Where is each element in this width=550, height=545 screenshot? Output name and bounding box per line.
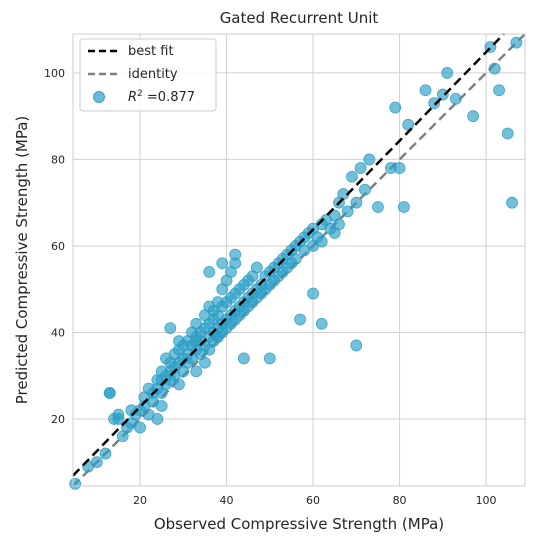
data-point [250,261,263,274]
data-point [69,477,82,490]
y-tick-label: 80 [51,153,65,166]
data-point [333,218,345,231]
data-point [393,162,406,174]
legend-identity-label: identity [128,67,178,82]
x-tick-label: 40 [220,494,234,507]
legend-points-marker [93,91,105,103]
data-point [501,127,514,140]
y-tick-label: 40 [51,326,65,339]
data-point [103,387,116,399]
data-point [372,201,384,213]
data-point [354,162,367,174]
data-point [350,339,363,352]
legend-r2-superscript: 2 [137,89,143,99]
data-point [263,352,276,365]
data-point [203,265,216,278]
tick-labels: 20 40 60 80 100 20 40 60 80 100 [44,67,497,507]
y-tick-label: 100 [44,67,65,80]
legend: best fit identity R2 =0.877 [79,38,217,112]
x-tick-label: 20 [133,494,147,507]
chart-title: Gated Recurrent Unit [220,9,379,27]
data-point [467,110,479,123]
x-tick-label: 60 [306,494,320,507]
data-point [99,447,112,460]
legend-r2-label: R2 =0.877 [128,89,195,105]
data-point [402,118,415,131]
data-point [397,201,410,213]
data-point [237,352,250,365]
data-point [155,400,168,412]
data-points [69,36,523,490]
x-tick-label: 100 [476,494,497,507]
data-point [164,322,177,335]
x-axis-label: Observed Compressive Strength (MPa) [154,515,444,533]
data-point [389,101,402,114]
data-point [216,257,229,270]
data-point [134,421,146,434]
y-tick-label: 20 [51,413,65,426]
y-tick-label: 60 [51,240,65,253]
data-point [289,253,302,265]
data-point [307,287,319,300]
data-point [294,313,306,326]
data-point [173,335,185,348]
legend-r2-prefix: R [128,90,137,105]
legend-box [79,38,217,112]
data-point [506,196,518,209]
data-point [346,170,358,183]
data-point [363,153,376,166]
legend-r2-value: =0.877 [143,90,195,105]
data-point [510,36,523,49]
plot-frame [72,33,526,487]
data-point [112,413,125,425]
best-fit-line [72,33,505,477]
data-point [315,235,328,248]
data-point [359,183,371,196]
data-point [350,196,363,209]
data-point [493,84,505,97]
x-tick-label: 80 [393,494,407,507]
data-point [190,365,203,378]
legend-best-fit-label: best fit [128,44,174,59]
data-point [428,97,441,110]
data-point [211,330,224,343]
y-axis-label: Predicted Compressive Strength (MPa) [13,116,31,405]
data-point [449,92,462,105]
data-point [315,317,328,330]
data-point [173,378,185,391]
data-point [151,413,164,425]
data-point [90,456,103,469]
data-point [341,205,354,218]
data-point [436,88,449,101]
data-point [199,356,211,369]
data-point [419,84,432,97]
data-point [190,335,203,348]
data-point [441,67,454,79]
data-point [229,248,242,261]
data-point [488,62,501,75]
best-fit-line-group [72,33,505,477]
